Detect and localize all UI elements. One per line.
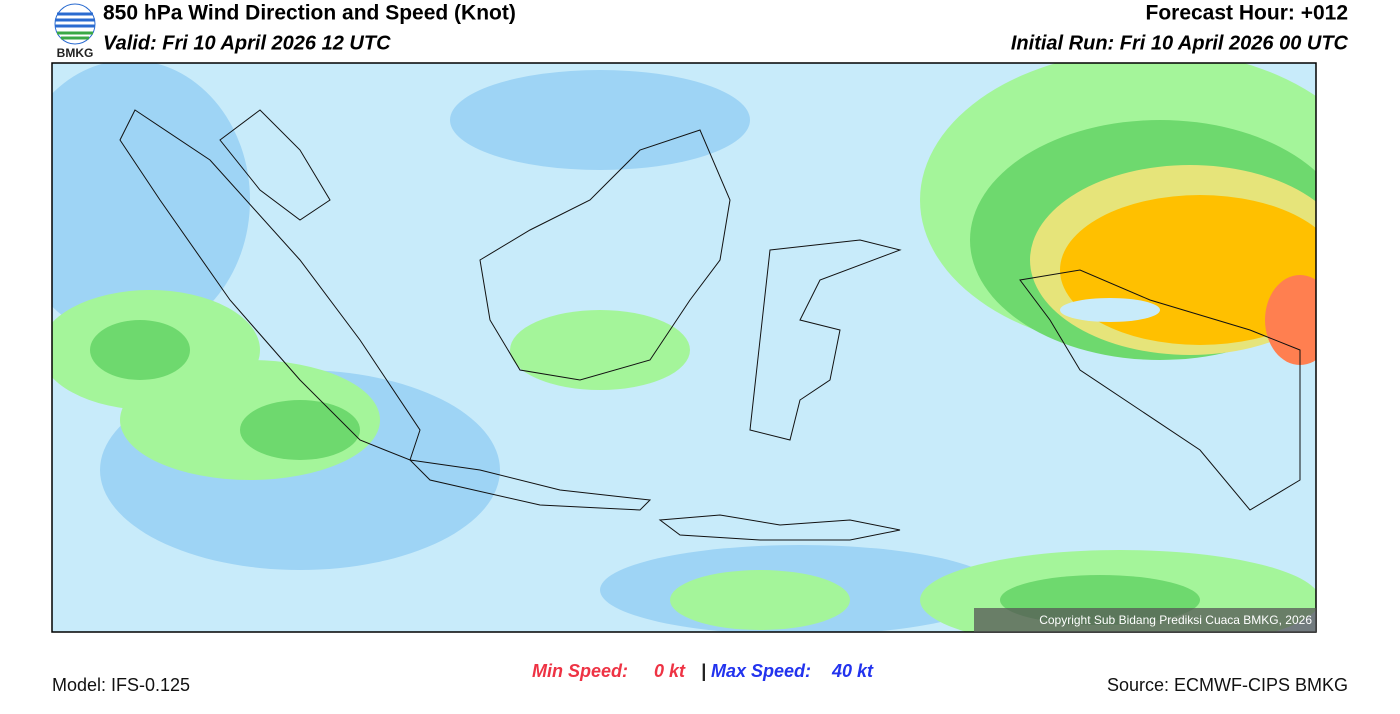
forecast-hour: Forecast Hour: +012 — [1146, 2, 1349, 25]
max-speed-value: 40 kt — [831, 661, 874, 681]
copyright: Copyright Sub Bidang Prediksi Cuaca BMKG… — [1039, 613, 1312, 627]
min-speed-value: 0 kt — [654, 661, 686, 681]
logo-text: BMKG — [57, 46, 94, 60]
logo: BMKG — [54, 3, 96, 60]
initial-run: Initial Run: Fri 10 April 2026 00 UTC — [1011, 32, 1349, 54]
title: 850 hPa Wind Direction and Speed (Knot) — [103, 2, 516, 25]
map — [52, 63, 1316, 632]
source: Source: ECMWF-CIPS BMKG — [1107, 675, 1348, 695]
model: Model: IFS-0.125 — [52, 675, 190, 695]
valid-time: Valid: Fri 10 April 2026 12 UTC — [103, 32, 391, 54]
map-frame — [51, 62, 1317, 633]
min-speed-label: Min Speed: — [532, 661, 628, 681]
max-speed-label: Max Speed: — [711, 661, 811, 681]
copyright-box — [974, 608, 1316, 632]
coastlines — [119, 109, 1301, 541]
separator: | — [701, 661, 706, 681]
shading — [52, 63, 1316, 632]
